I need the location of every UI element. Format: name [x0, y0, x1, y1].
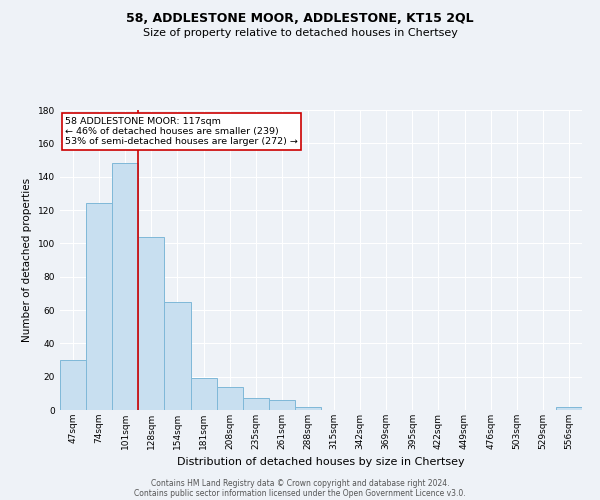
Text: Size of property relative to detached houses in Chertsey: Size of property relative to detached ho…	[143, 28, 457, 38]
Y-axis label: Number of detached properties: Number of detached properties	[22, 178, 32, 342]
Bar	[191, 378, 217, 410]
Bar	[269, 400, 295, 410]
Bar	[112, 164, 139, 410]
Bar	[217, 386, 243, 410]
Text: 58, ADDLESTONE MOOR, ADDLESTONE, KT15 2QL: 58, ADDLESTONE MOOR, ADDLESTONE, KT15 2Q…	[126, 12, 474, 26]
X-axis label: Distribution of detached houses by size in Chertsey: Distribution of detached houses by size …	[177, 458, 465, 468]
Bar	[242, 398, 269, 410]
Bar	[164, 302, 191, 410]
Text: Contains HM Land Registry data © Crown copyright and database right 2024.: Contains HM Land Registry data © Crown c…	[151, 478, 449, 488]
Text: 58 ADDLESTONE MOOR: 117sqm
← 46% of detached houses are smaller (239)
53% of sem: 58 ADDLESTONE MOOR: 117sqm ← 46% of deta…	[65, 116, 298, 146]
Text: Contains public sector information licensed under the Open Government Licence v3: Contains public sector information licen…	[134, 488, 466, 498]
Bar	[60, 360, 86, 410]
Bar	[556, 406, 582, 410]
Bar	[86, 204, 112, 410]
Bar	[295, 406, 321, 410]
Bar	[139, 236, 164, 410]
